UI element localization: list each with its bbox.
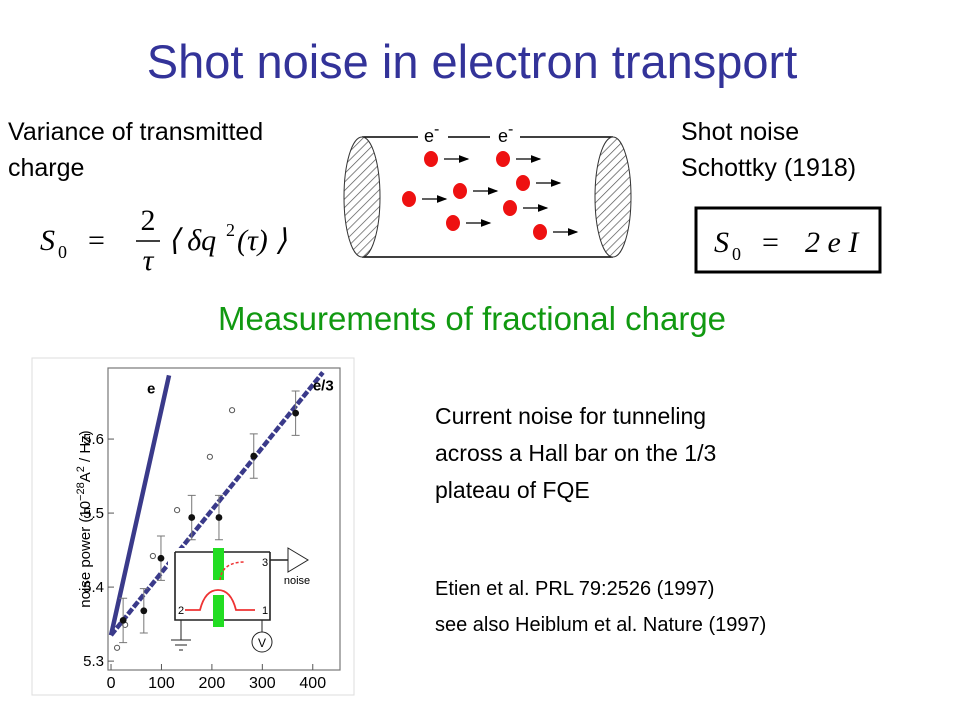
y-tick-label: 5.3: [83, 653, 104, 670]
x-tick-label: 400: [299, 675, 326, 692]
description: across a Hall bar on the 1/3: [435, 440, 716, 466]
description: plateau of FQE: [435, 477, 590, 503]
filled-point: [140, 607, 148, 615]
formula-numerator: 2: [141, 204, 156, 237]
edge-current: [219, 561, 246, 581]
formula-tail: (τ) ⟩: [237, 224, 287, 257]
formula-equals: =: [88, 224, 105, 257]
formula-symbol: S: [714, 226, 729, 259]
filled-point: [292, 409, 300, 417]
right-caption: Schottky (1918): [681, 154, 856, 182]
formula-sub: 0: [732, 244, 741, 264]
formula-sub: 0: [58, 242, 67, 262]
ylabel-tail: / Hz): [77, 430, 94, 466]
label-bg: [490, 120, 520, 146]
right-caption: Shot noise: [681, 118, 799, 146]
formula-symbol: S: [40, 224, 55, 257]
filled-point: [188, 514, 196, 521]
port-label: 3: [262, 557, 268, 569]
ylabel-text: noise power (10: [77, 501, 94, 608]
port-label: 1: [262, 605, 268, 617]
reference: Etien et al. PRL 79:2526 (1997): [435, 578, 714, 600]
electron: [446, 215, 460, 231]
electron: [424, 151, 438, 167]
y-axis-label: noise power (10−28A2 / Hz): [75, 430, 94, 607]
ground: [171, 639, 191, 651]
electrons: [402, 151, 547, 240]
amp-label: noise: [284, 575, 310, 587]
electron: [503, 200, 517, 216]
y-tick-label: 5.4: [83, 579, 104, 596]
x-tick-label: 300: [249, 675, 276, 692]
electron: [402, 191, 416, 207]
ylabel-exp: −28: [75, 482, 87, 501]
formula-box: [694, 206, 882, 274]
formula-equals: =: [762, 226, 779, 259]
edge-current: [185, 589, 255, 611]
electron: [533, 224, 547, 240]
line-label: e: [147, 380, 155, 397]
description: Current noise for tunneling: [435, 403, 706, 429]
ylabel-unit-power: 2: [75, 466, 87, 472]
variance-formula: S 0 = 2 τ ⟨ δq 2 (τ) ⟩: [40, 204, 287, 277]
port-label: 2: [178, 605, 184, 617]
formula-denominator: τ: [143, 244, 155, 277]
fit-line: [109, 371, 325, 637]
y-tick-label: 5.6: [83, 431, 104, 448]
open-point: [173, 507, 181, 514]
electron-sup: -: [508, 121, 513, 138]
line-label: e/3: [313, 377, 334, 394]
formula-body: ⟨ δq: [168, 224, 216, 257]
filled-point: [157, 554, 165, 562]
title: Shot noise in electron transport: [147, 35, 798, 88]
electron-base: e: [498, 126, 508, 146]
open-point: [228, 407, 236, 414]
contact: [343, 136, 381, 258]
shot-formula: S 0 = 2 e I: [714, 226, 860, 264]
arrows: [422, 155, 579, 236]
open-point: [113, 644, 121, 651]
open-point: [206, 453, 213, 460]
formula-body: 2 e I: [805, 226, 860, 259]
fit-line: [108, 374, 172, 636]
gate: [213, 548, 224, 580]
electron: [496, 151, 510, 167]
x-tick-label: 200: [199, 675, 226, 692]
x-tick-label: 0: [107, 675, 116, 692]
conductor-diagram: e- e-: [343, 120, 632, 258]
electron-label: e-: [498, 121, 513, 146]
subtitle: Measurements of fractional charge: [218, 300, 726, 337]
electron-base: e: [424, 126, 434, 146]
electron-sup: -: [434, 121, 439, 138]
electron: [453, 183, 467, 199]
open-point: [149, 552, 156, 560]
filled-point: [119, 617, 127, 624]
ylabel-unit: A: [77, 472, 94, 482]
meter-label: V: [258, 636, 266, 650]
reference: see also Heiblum et al. Nature (1997): [435, 614, 766, 636]
formula-power: 2: [226, 220, 235, 240]
contact: [594, 136, 632, 258]
x-tick-label: 100: [148, 675, 175, 692]
figure: noise power (10−28A2 / Hz) 0 100 200 300 400…: [31, 357, 355, 696]
gate: [213, 595, 224, 627]
y-tick-label: 5.5: [83, 505, 104, 522]
left-caption: Variance of transmitted: [8, 118, 263, 146]
plot-frame: [107, 367, 341, 671]
electron: [516, 175, 530, 191]
filled-point: [215, 514, 223, 521]
figure-panel: [31, 357, 355, 696]
electron-label: e-: [424, 121, 439, 146]
left-caption: charge: [8, 154, 84, 182]
label-bg: [418, 120, 448, 146]
filled-point: [250, 452, 258, 460]
meter: [251, 631, 273, 653]
amplifier: [287, 547, 309, 573]
